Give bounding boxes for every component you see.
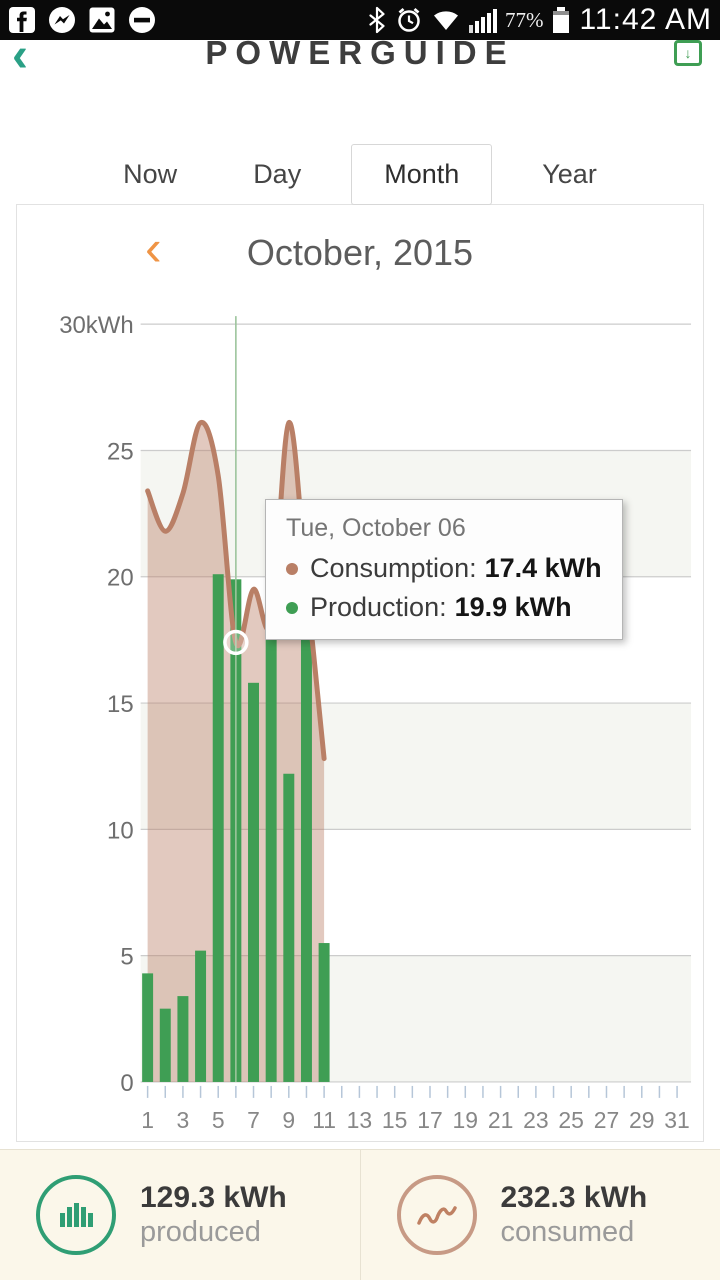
tab-day[interactable]: Day xyxy=(253,158,302,189)
svg-text:13: 13 xyxy=(347,1107,373,1133)
svg-text:27: 27 xyxy=(594,1107,620,1133)
messenger-icon xyxy=(49,7,75,33)
tab-bar: Now Day Month Year xyxy=(0,143,720,205)
svg-text:17: 17 xyxy=(417,1107,443,1133)
tooltip-production-label: Production: xyxy=(310,592,447,622)
month-chart-card: ‹ October, 2015 0 5 10 15 20 25 30kWh 1 3 5 7 9 11 13… xyxy=(16,204,704,1142)
svg-text:15: 15 xyxy=(107,691,134,718)
month-nav: ‹ October, 2015 xyxy=(17,205,703,301)
produced-bars-icon xyxy=(36,1175,116,1255)
back-icon[interactable]: ‹ xyxy=(12,40,28,82)
svg-text:15: 15 xyxy=(382,1107,408,1133)
facebook-icon xyxy=(9,7,35,33)
month-title: October, 2015 xyxy=(246,232,474,273)
alarm-icon xyxy=(398,7,420,32)
svg-text:11: 11 xyxy=(312,1107,336,1133)
svg-text:5: 5 xyxy=(120,944,133,971)
previous-month-icon[interactable]: ‹ xyxy=(145,220,162,276)
system-icons: 77% 11:42 AM xyxy=(367,3,712,37)
signal-icon xyxy=(468,9,497,33)
svg-text:20: 20 xyxy=(107,565,134,592)
svg-text:29: 29 xyxy=(629,1107,655,1133)
svg-text:25: 25 xyxy=(107,438,134,465)
produced-label: produced xyxy=(140,1216,261,1248)
produced-summary: 129.3 kWh produced xyxy=(0,1150,360,1280)
tab-now[interactable]: Now xyxy=(123,158,178,189)
consumed-summary: 232.3 kWh consumed xyxy=(359,1150,720,1280)
gallery-icon xyxy=(89,7,115,33)
header-action-icon[interactable]: ↓ xyxy=(674,40,702,66)
consumed-value: 232.3 kWh xyxy=(500,1181,648,1214)
consumed-wave-icon xyxy=(396,1175,477,1255)
tooltip-production-dot xyxy=(286,601,298,614)
svg-text:31: 31 xyxy=(664,1107,690,1133)
svg-text:21: 21 xyxy=(488,1107,514,1133)
svg-text:9: 9 xyxy=(282,1107,295,1133)
app-header: ‹ POWERGUIDE ↓ xyxy=(0,40,720,102)
svg-text:30kWh: 30kWh xyxy=(59,312,133,339)
svg-text:19: 19 xyxy=(453,1107,479,1133)
svg-text:25: 25 xyxy=(558,1107,584,1133)
chart-tooltip: Tue, October 06 Consumption: 17.4 kWh Pr… xyxy=(265,499,623,640)
bluetooth-icon xyxy=(369,6,385,34)
tooltip-production-row: Production: 19.9 kWh xyxy=(286,592,602,623)
battery-percent: 77% xyxy=(504,7,544,32)
tooltip-production-value: 19.9 kWh xyxy=(454,592,572,622)
svg-text:23: 23 xyxy=(523,1107,549,1133)
clock-time: 11:42 AM xyxy=(579,3,712,36)
tab-year[interactable]: Year xyxy=(542,158,597,189)
tab-month[interactable]: Month xyxy=(351,143,493,205)
do-not-disturb-icon xyxy=(129,7,155,33)
chart-area: 0 5 10 15 20 25 30kWh 1 3 5 7 9 11 13 15 17 19 21 23 25 27 29… xyxy=(17,301,703,1141)
svg-text:1: 1 xyxy=(141,1107,154,1133)
tooltip-consumption-dot xyxy=(286,562,298,575)
battery-icon xyxy=(553,7,570,33)
tooltip-consumption-value: 17.4 kWh xyxy=(484,553,602,583)
summary-bar: 129.3 kWh produced 232.3 kWh consumed xyxy=(0,1149,720,1280)
svg-text:3: 3 xyxy=(177,1107,190,1133)
svg-text:0: 0 xyxy=(120,1070,133,1097)
tooltip-date: Tue, October 06 xyxy=(286,514,466,542)
wifi-icon xyxy=(433,11,458,30)
tooltip-consumption-row: Consumption: 17.4 kWh xyxy=(286,553,602,584)
svg-text:5: 5 xyxy=(212,1107,225,1133)
tooltip-consumption-label: Consumption: xyxy=(310,553,477,583)
svg-text:7: 7 xyxy=(247,1107,260,1133)
app-title: POWERGUIDE xyxy=(205,40,515,71)
produced-value: 129.3 kWh xyxy=(140,1181,287,1214)
notification-icons xyxy=(8,6,156,34)
svg-text:10: 10 xyxy=(107,817,134,844)
consumed-label: consumed xyxy=(500,1216,635,1248)
status-bar: 77% 11:42 AM xyxy=(0,0,720,40)
